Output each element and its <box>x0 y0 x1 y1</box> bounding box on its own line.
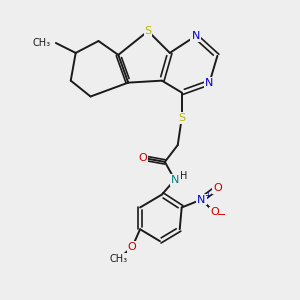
Text: O: O <box>139 153 147 163</box>
Text: N: N <box>171 175 179 185</box>
Text: S: S <box>145 26 152 36</box>
Text: O: O <box>128 242 136 252</box>
Text: CH₃: CH₃ <box>33 38 51 48</box>
Text: N: N <box>197 194 206 205</box>
Text: H: H <box>180 171 188 181</box>
Text: S: S <box>178 113 185 123</box>
Text: N: N <box>191 31 200 41</box>
Text: O: O <box>213 183 222 193</box>
Text: O: O <box>210 207 219 218</box>
Text: −: − <box>217 210 226 220</box>
Text: CH₃: CH₃ <box>109 254 128 264</box>
Text: N: N <box>205 78 214 88</box>
Text: +: + <box>204 191 211 200</box>
